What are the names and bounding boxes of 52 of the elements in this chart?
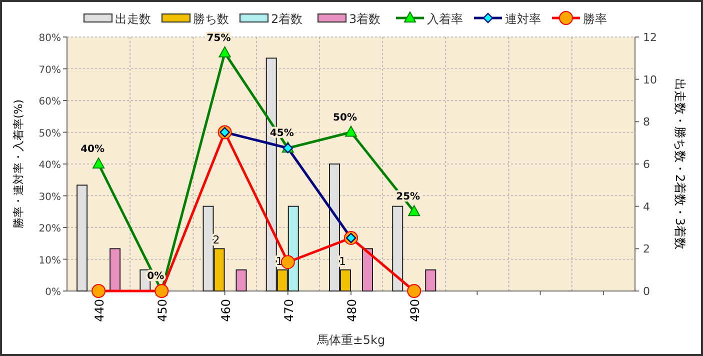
- legend-label: 出走数: [115, 12, 151, 26]
- y2-tick-label: 4: [643, 200, 650, 214]
- bar: [110, 248, 121, 292]
- y-axis-title: 勝率・連対率・入着率(%): [12, 99, 25, 229]
- data-label: 50%: [333, 112, 357, 124]
- legend-label: 3着数: [349, 12, 381, 26]
- y2-tick-label: 12: [643, 31, 657, 44]
- legend-label: 入着率: [427, 12, 463, 26]
- x-tick-label: 480: [345, 299, 359, 322]
- x-tick-label: 470: [282, 299, 296, 322]
- bar: [425, 269, 436, 292]
- data-label: 1: [339, 254, 346, 268]
- legend-label: 勝率: [583, 12, 607, 26]
- x-axis-title: 馬体重±5kg: [316, 333, 386, 347]
- bar: [362, 248, 373, 292]
- point: [218, 46, 231, 58]
- legend-label: 2着数: [271, 12, 303, 26]
- y-tick-label: 50%: [38, 128, 61, 140]
- y-tick-label: 60%: [38, 96, 61, 108]
- y-tick-label: 0%: [45, 287, 61, 298]
- point: [154, 284, 169, 298]
- data-label: 1: [276, 254, 283, 268]
- y2-tick-label: 2: [643, 242, 650, 256]
- bar: [236, 269, 247, 292]
- x-tick-label: 440: [92, 299, 107, 322]
- legend-label: 連対率: [505, 12, 541, 26]
- y-tick-label: 30%: [38, 192, 61, 203]
- y-tick-label: 70%: [38, 64, 61, 76]
- y2-tick-label: 8: [643, 116, 650, 129]
- point: [408, 205, 420, 216]
- data-label: 2: [212, 234, 220, 247]
- point: [407, 284, 422, 298]
- point: [280, 255, 295, 270]
- point: [92, 158, 105, 168]
- x-tick-label: 450: [156, 299, 170, 322]
- y2-tick-label: 0: [643, 285, 650, 298]
- y2-tick-label: 6: [643, 158, 650, 171]
- bar: [392, 206, 404, 292]
- y2-axis-title: 出走数・勝ち数・2着数・3着数: [673, 78, 687, 250]
- y-tick-label: 80%: [38, 33, 61, 44]
- x-tick-label: 490: [408, 299, 422, 322]
- x-tick-label: 460: [218, 299, 233, 322]
- y2-tick-label: 10: [643, 73, 657, 86]
- y-tick-label: 20%: [38, 224, 61, 234]
- data-label: 40%: [80, 144, 105, 155]
- y-tick-label: 10%: [38, 255, 61, 266]
- data-label: 75%: [206, 32, 231, 44]
- legend-label: 勝ち数: [193, 12, 229, 26]
- bar: [76, 184, 88, 292]
- point: [345, 126, 357, 137]
- point: [92, 284, 106, 298]
- y-tick-label: 40%: [38, 160, 61, 171]
